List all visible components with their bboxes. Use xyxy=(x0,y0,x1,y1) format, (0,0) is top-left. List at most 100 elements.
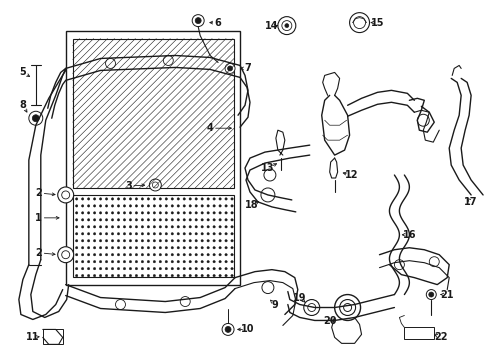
Circle shape xyxy=(153,247,155,249)
Circle shape xyxy=(117,212,120,214)
Circle shape xyxy=(171,274,173,277)
Circle shape xyxy=(105,205,108,207)
Circle shape xyxy=(195,219,197,221)
Circle shape xyxy=(340,300,356,315)
Text: 5: 5 xyxy=(20,67,26,77)
Circle shape xyxy=(171,253,173,256)
Circle shape xyxy=(177,247,179,249)
Circle shape xyxy=(81,247,84,249)
Circle shape xyxy=(81,261,84,263)
Circle shape xyxy=(231,247,233,249)
Circle shape xyxy=(171,239,173,242)
Circle shape xyxy=(123,253,125,256)
Circle shape xyxy=(141,267,144,270)
Circle shape xyxy=(171,267,173,270)
Circle shape xyxy=(177,274,179,277)
Text: 10: 10 xyxy=(241,324,255,334)
Circle shape xyxy=(29,111,43,125)
Circle shape xyxy=(195,198,197,200)
Circle shape xyxy=(99,219,102,221)
Circle shape xyxy=(135,198,138,200)
Circle shape xyxy=(117,226,120,228)
Text: 9: 9 xyxy=(271,300,278,310)
Circle shape xyxy=(117,239,120,242)
Circle shape xyxy=(99,261,102,263)
Circle shape xyxy=(99,212,102,214)
Circle shape xyxy=(219,226,221,228)
Circle shape xyxy=(147,198,149,200)
Circle shape xyxy=(219,247,221,249)
Circle shape xyxy=(149,179,161,191)
Circle shape xyxy=(177,253,179,256)
Circle shape xyxy=(141,233,144,235)
Circle shape xyxy=(99,233,102,235)
Circle shape xyxy=(183,212,185,214)
Circle shape xyxy=(75,219,78,221)
Circle shape xyxy=(105,261,108,263)
Circle shape xyxy=(177,212,179,214)
Circle shape xyxy=(141,274,144,277)
Circle shape xyxy=(225,198,227,200)
Circle shape xyxy=(213,274,215,277)
Circle shape xyxy=(147,205,149,207)
Circle shape xyxy=(165,253,168,256)
Circle shape xyxy=(429,257,439,267)
Circle shape xyxy=(177,261,179,263)
Circle shape xyxy=(189,274,192,277)
Circle shape xyxy=(111,274,114,277)
Circle shape xyxy=(147,274,149,277)
Circle shape xyxy=(207,219,209,221)
Circle shape xyxy=(153,253,155,256)
Circle shape xyxy=(231,212,233,214)
Circle shape xyxy=(135,233,138,235)
Circle shape xyxy=(87,247,90,249)
Circle shape xyxy=(219,261,221,263)
Circle shape xyxy=(153,261,155,263)
Circle shape xyxy=(153,219,155,221)
Circle shape xyxy=(105,198,108,200)
Circle shape xyxy=(183,239,185,242)
Text: 11: 11 xyxy=(26,332,40,342)
Circle shape xyxy=(147,219,149,221)
Circle shape xyxy=(105,233,108,235)
Circle shape xyxy=(159,247,162,249)
Circle shape xyxy=(261,188,275,202)
Circle shape xyxy=(135,253,138,256)
Circle shape xyxy=(207,274,209,277)
Circle shape xyxy=(129,261,132,263)
Circle shape xyxy=(165,274,168,277)
Circle shape xyxy=(117,198,120,200)
Circle shape xyxy=(159,233,162,235)
Circle shape xyxy=(183,226,185,228)
Circle shape xyxy=(201,233,203,235)
Circle shape xyxy=(87,226,90,228)
Circle shape xyxy=(81,219,84,221)
Circle shape xyxy=(111,205,114,207)
Circle shape xyxy=(75,239,78,242)
Circle shape xyxy=(111,253,114,256)
Circle shape xyxy=(183,198,185,200)
Text: 12: 12 xyxy=(345,170,358,180)
Circle shape xyxy=(183,233,185,235)
Circle shape xyxy=(159,274,162,277)
Circle shape xyxy=(159,219,162,221)
Circle shape xyxy=(123,205,125,207)
Circle shape xyxy=(189,247,192,249)
Circle shape xyxy=(94,233,96,235)
Circle shape xyxy=(171,247,173,249)
Text: 18: 18 xyxy=(245,200,259,210)
Circle shape xyxy=(147,267,149,270)
Circle shape xyxy=(123,219,125,221)
Circle shape xyxy=(165,212,168,214)
Circle shape xyxy=(111,198,114,200)
Circle shape xyxy=(129,233,132,235)
Circle shape xyxy=(111,212,114,214)
Circle shape xyxy=(147,212,149,214)
Circle shape xyxy=(135,247,138,249)
Circle shape xyxy=(94,247,96,249)
Circle shape xyxy=(99,274,102,277)
Circle shape xyxy=(177,219,179,221)
Circle shape xyxy=(213,261,215,263)
Circle shape xyxy=(87,253,90,256)
Circle shape xyxy=(87,198,90,200)
